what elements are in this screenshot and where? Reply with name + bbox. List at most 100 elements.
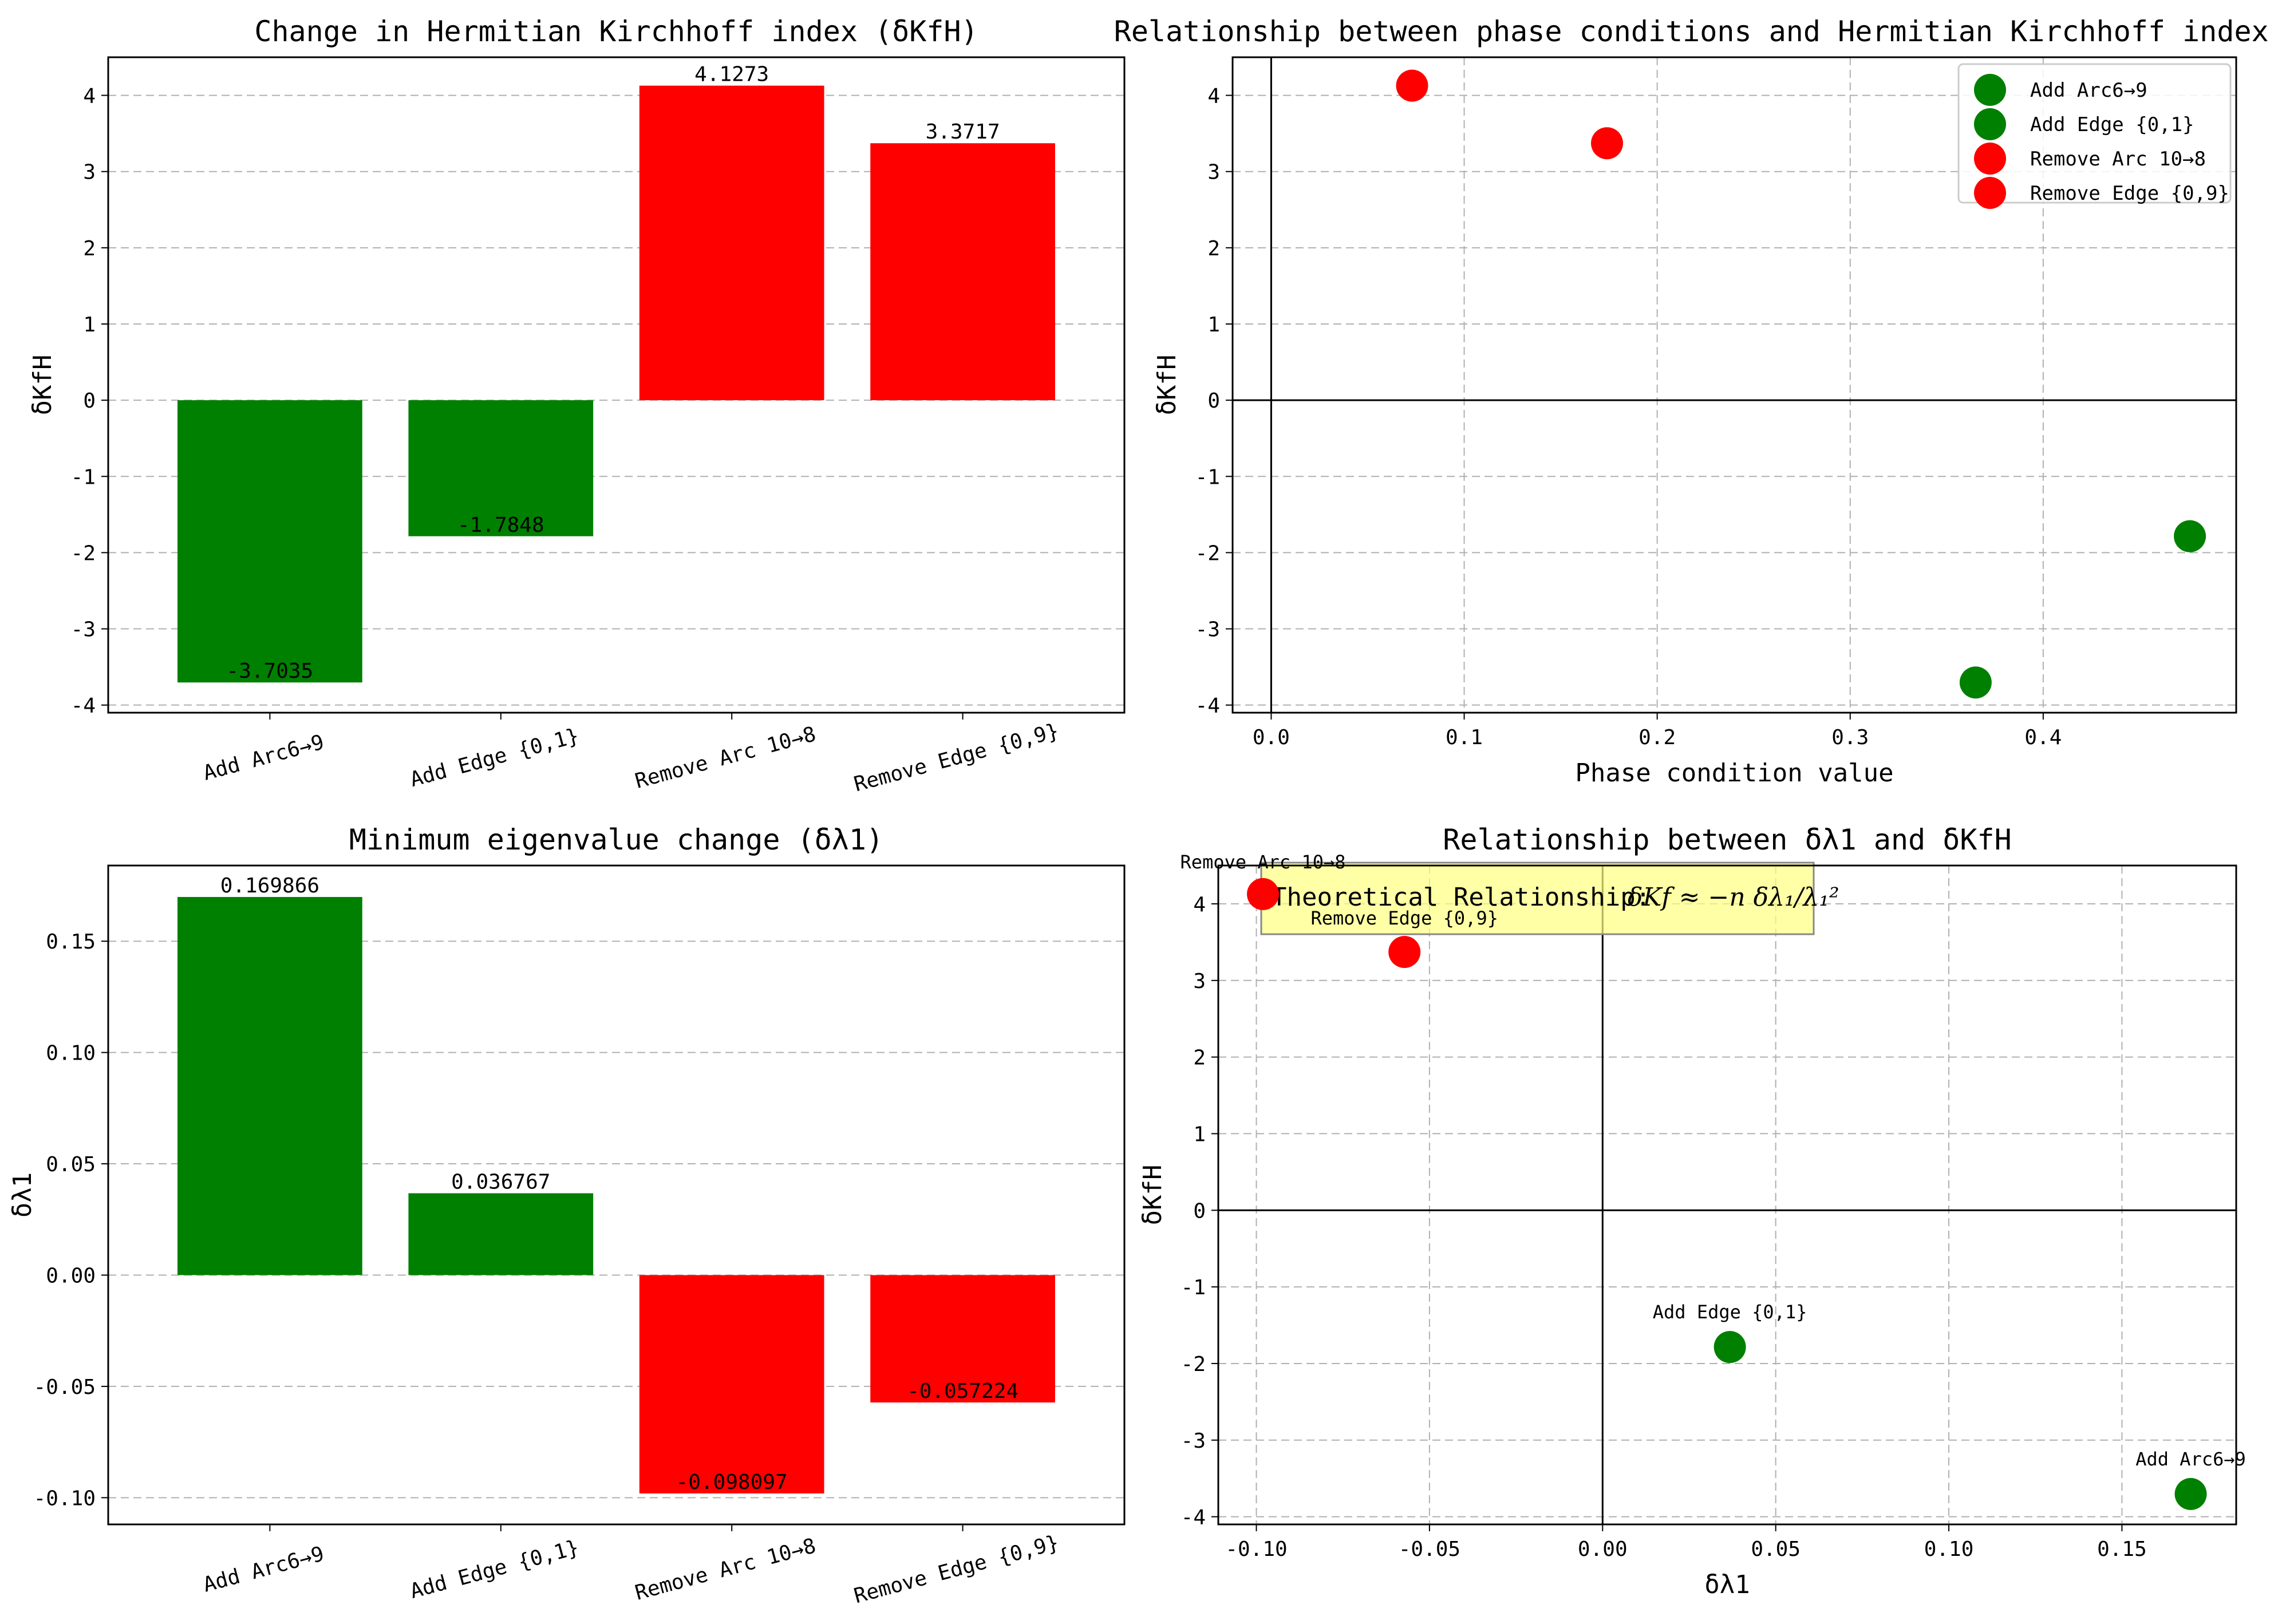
x-tick-label: 0.4	[2024, 726, 2062, 749]
plot-area-border	[1231, 56, 2237, 714]
bar-remove-edge-0-9	[870, 143, 1055, 401]
plot-title: Minimum eigenvalue change (δλ1)	[349, 823, 883, 856]
y-tick-label: 1	[83, 313, 96, 337]
plot-area-border	[107, 56, 1126, 714]
bar-add-edge-0-1	[408, 400, 594, 536]
y-tick-label: -1	[71, 465, 96, 489]
point-add-edge-0-1	[1713, 1331, 1746, 1364]
bar-value-label: -1.7848	[457, 513, 544, 537]
y-tick-label: -2	[1181, 1353, 1206, 1376]
x-tick-label: 0.05	[1751, 1538, 1801, 1561]
x-tick-label: 0.10	[1924, 1538, 1974, 1561]
legend-marker	[1974, 177, 2006, 209]
plot-area-border	[107, 864, 1126, 1526]
x-tick-label: 0.15	[2097, 1538, 2147, 1561]
x-tick-label: -0.10	[1225, 1538, 1287, 1561]
bar-remove-arc-10-8	[639, 1275, 824, 1493]
y-tick-label: 0.00	[46, 1264, 96, 1287]
y-tick-label: 1	[1207, 313, 1220, 337]
bar-value-label: 4.1273	[694, 63, 769, 86]
point-label: Remove Edge {0,9}	[1310, 907, 1498, 929]
point-remove-edge-0-9	[1388, 936, 1421, 969]
y-tick-label: 0.10	[46, 1042, 96, 1065]
y-tick-label: 3	[1207, 161, 1220, 184]
y-tick-label: -0.05	[34, 1376, 96, 1399]
y-axis-label: δKfH	[1152, 355, 1182, 416]
y-tick-label: 0	[83, 389, 96, 413]
point-add-edge-0-1	[2174, 520, 2206, 552]
lambda-kfh-scatter-chart: -4 -3 -2 -1 0 1 2 3 4 Relationship between δλ1 an…	[1138, 823, 2246, 1599]
theoretical-relationship-formula: δKf ≈ −n δλ₁/λ₁²	[1628, 883, 1839, 912]
y-tick-label: -4	[71, 694, 96, 718]
point-remove-arc-10-8	[1247, 878, 1280, 910]
y-tick-label: -4	[1195, 694, 1220, 718]
y-tick-label: -3	[1195, 618, 1220, 642]
legend-box	[1957, 63, 2232, 204]
y-tick-label: -3	[1181, 1429, 1206, 1453]
x-tick-label: 0.0	[1253, 726, 1290, 749]
x-tick-label: 0.2	[1639, 726, 1676, 749]
legend-entry: Add Arc6→9	[2030, 79, 2147, 102]
x-tick-label: -0.05	[1399, 1538, 1460, 1561]
y-tick-label: 0	[1207, 389, 1220, 413]
plot-title: Change in Hermitian Kirchhoff index (δKf…	[254, 15, 978, 48]
point-remove-arc-10-8	[1396, 69, 1428, 102]
y-tick-label: 2	[1193, 1046, 1206, 1070]
x-tick-label: 0.00	[1578, 1538, 1628, 1561]
y-tick-label: -2	[1195, 542, 1220, 565]
y-tick-label: -1	[1195, 465, 1220, 489]
x-axis-label: δλ1	[1704, 1570, 1750, 1599]
y-tick-label: 0	[1193, 1199, 1206, 1223]
plot-area-border	[1217, 864, 2237, 1526]
legend-entry: Remove Edge {0,9}	[2030, 182, 2229, 205]
point-add-arc6-9	[1959, 666, 1992, 699]
y-tick-label: -3	[71, 618, 96, 642]
bar-remove-edge-0-9	[870, 1275, 1055, 1403]
bar-value-label: 3.3717	[926, 120, 1000, 144]
y-tick-label: -1	[1181, 1276, 1206, 1299]
bar-value-label: -3.7035	[227, 659, 314, 683]
x-axis-label: Phase condition value	[1575, 758, 1893, 788]
bar-add-arc6-9	[177, 896, 362, 1275]
bar-add-arc6-9	[177, 400, 362, 683]
y-tick-label: -0.10	[34, 1487, 96, 1510]
point-label: Remove Arc 10→8	[1180, 851, 1346, 873]
legend-entry: Remove Arc 10→8	[2030, 148, 2206, 171]
y-tick-label: 3	[83, 161, 96, 184]
y-axis-label: δKfH	[28, 355, 57, 416]
y-tick-label: 2	[83, 237, 96, 260]
theoretical-relationship-label: Theoretical Relationship:	[1272, 883, 1651, 912]
bar-remove-arc-10-8	[639, 85, 824, 401]
point-label: Add Arc6→9	[2135, 1448, 2246, 1470]
phase-condition-scatter-chart: -4 -3 -2 -1 0 1 2 3 4 Relationship between phase …	[1114, 15, 2286, 788]
bar-value-label: -0.057224	[907, 1380, 1018, 1403]
y-tick-label: 4	[1193, 893, 1206, 916]
y-tick-label: 4	[83, 85, 96, 108]
y-tick-label: 2	[1207, 237, 1220, 260]
y-tick-label: -2	[71, 542, 96, 565]
x-tick-label: 0.1	[1446, 726, 1483, 749]
bar-add-edge-0-1	[408, 1193, 594, 1275]
point-add-arc6-9	[2174, 1477, 2207, 1510]
y-tick-label: 1	[1193, 1123, 1206, 1146]
bar-value-label: 0.169866	[220, 874, 319, 898]
legend-entry: Add Edge {0,1}	[2030, 113, 2194, 136]
bar-value-label: 0.036767	[451, 1171, 550, 1194]
x-tick-label: 0.3	[1831, 726, 1869, 749]
legend-marker	[1974, 143, 2006, 175]
y-axis-label: δKfH	[1138, 1165, 1167, 1226]
y-tick-label: -4	[1181, 1506, 1206, 1530]
y-tick-label: 0.05	[46, 1153, 96, 1176]
legend-marker	[1974, 108, 2006, 140]
y-tick-label: 4	[1207, 85, 1220, 108]
plot-title: Relationship between δλ1 and δKfH	[1443, 823, 2011, 856]
point-remove-edge-0-9	[1591, 127, 1624, 160]
y-axis-label: δλ1	[8, 1172, 37, 1218]
y-tick-label: 0.15	[46, 930, 96, 954]
y-tick-label: 3	[1193, 970, 1206, 993]
plot-title: Relationship between phase conditions an…	[1114, 15, 2286, 48]
legend-marker	[1974, 74, 2006, 106]
bar-value-label: -0.098097	[676, 1471, 788, 1494]
point-label: Add Edge {0,1}	[1653, 1301, 1807, 1323]
